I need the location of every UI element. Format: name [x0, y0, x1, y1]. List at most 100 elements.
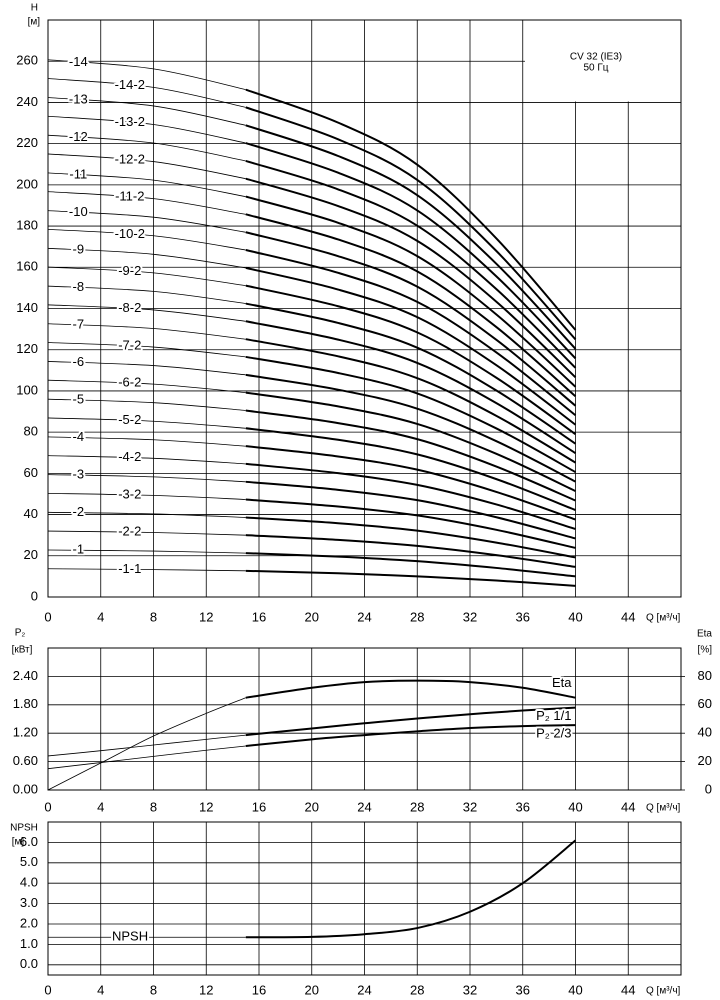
x-tick-label: 44: [621, 982, 635, 997]
x-tick-label: 0: [44, 609, 51, 624]
curve-label: -1: [73, 542, 85, 557]
x-tick-label: 24: [357, 982, 371, 997]
x-tick-label: 32: [463, 982, 477, 997]
curve-thin: [47, 511, 246, 518]
curve-thin: [47, 323, 246, 340]
y-tick-label: 6.0: [20, 834, 38, 849]
curve-label: -11-2: [115, 189, 144, 204]
curve-thick: [245, 88, 577, 331]
curve-thick: [245, 195, 577, 388]
curve-thin: [47, 191, 246, 215]
curve-thick: [245, 231, 577, 407]
curve-label: -4-2: [118, 449, 141, 464]
y-tick-label: 220: [16, 135, 38, 150]
curve-thin: [47, 172, 246, 197]
curve-label: -5: [73, 392, 85, 407]
y-tick-label: 240: [16, 94, 38, 109]
curve-label: -14: [69, 54, 88, 69]
y-axis-unit: [м]: [12, 837, 25, 848]
curve-thick: [245, 498, 576, 549]
y2-tick-label: 60: [698, 696, 712, 711]
curve-thick: [245, 124, 577, 350]
y-tick-label: 40: [24, 506, 38, 521]
x-tick-label: 0: [44, 799, 51, 814]
curve-thin: [47, 530, 246, 536]
curve-label: -3: [73, 467, 85, 482]
x-tick-label: 40: [568, 609, 582, 624]
x-tick-label: 4: [97, 609, 104, 624]
x-axis-label: Q [м³/ч]: [646, 803, 681, 814]
curve-thin: [47, 78, 246, 108]
y-tick-label: 2.0: [20, 915, 38, 930]
curve-label: P₂ 2/3: [536, 726, 571, 741]
curve-label: -10-2: [115, 226, 145, 241]
curve-label: -9-2: [118, 263, 141, 278]
y2-tick-label: 80: [698, 668, 712, 683]
curve-thick: [245, 142, 577, 360]
curve-label: -6-2: [118, 375, 141, 390]
curve-thin: [47, 247, 246, 269]
y-tick-label: 3.0: [20, 895, 38, 910]
curve-label: -11: [69, 166, 87, 181]
curve-thin: [47, 745, 246, 770]
curve-thin: [47, 97, 246, 126]
curve-label: -4: [73, 429, 85, 444]
y-tick-label: 60: [24, 465, 38, 480]
curve-thick: [245, 706, 576, 737]
y-tick-label: 0.0: [20, 956, 38, 971]
curve-thin: [47, 568, 246, 572]
x-tick-label: 16: [252, 982, 266, 997]
y-axis-label: NPSH: [10, 823, 38, 834]
curve-thin: [47, 436, 246, 447]
curve-thin: [47, 417, 246, 429]
curve-thin: [47, 474, 246, 483]
x-tick-label: 28: [410, 982, 424, 997]
curve-label: NPSH: [112, 929, 148, 944]
curve-thin: [47, 361, 246, 376]
x-tick-label: 44: [621, 609, 635, 624]
y-tick-label: 160: [16, 259, 38, 274]
y-axis-unit: [кВт]: [12, 645, 33, 656]
y2-axis-unit: [%]: [698, 645, 713, 656]
y-tick-label: 1.0: [20, 936, 38, 951]
x-tick-label: 12: [199, 982, 213, 997]
y-tick-label: 1.20: [13, 725, 38, 740]
curve-label: -8-2: [118, 300, 141, 315]
y-tick-label: 140: [16, 300, 38, 315]
x-tick-label: 36: [516, 609, 530, 624]
x-tick-label: 4: [97, 799, 104, 814]
x-tick-label: 4: [97, 982, 104, 997]
x-tick-label: 8: [150, 609, 157, 624]
curve-label: P₂ 1/1: [536, 708, 571, 723]
curve-label: -3-2: [118, 486, 141, 501]
y-tick-label: 100: [16, 382, 38, 397]
x-tick-label: 20: [305, 799, 319, 814]
curve-label: -14-2: [115, 77, 145, 92]
y-tick-label: 260: [16, 53, 38, 68]
y-tick-label: 0: [31, 588, 38, 603]
y2-tick-label: 40: [698, 725, 712, 740]
y-tick-label: 180: [16, 218, 38, 233]
curve-thin: [47, 455, 246, 465]
curve-thick: [245, 391, 576, 492]
y-axis-label: H: [31, 3, 38, 14]
x-tick-label: 8: [150, 799, 157, 814]
curve-thick: [245, 320, 577, 455]
y-tick-label: 4.0: [20, 875, 38, 890]
x-axis-label: Q [м³/ч]: [646, 986, 681, 997]
curve-label: -8: [73, 279, 85, 294]
x-tick-label: 32: [463, 609, 477, 624]
curve-thick: [245, 839, 577, 939]
x-tick-label: 16: [252, 799, 266, 814]
x-tick-label: 24: [357, 799, 371, 814]
curve-thin: [47, 398, 246, 411]
curve-thin: [47, 210, 246, 233]
curve-thin: [47, 549, 246, 554]
curve-label: -6: [73, 354, 85, 369]
x-tick-label: 8: [150, 982, 157, 997]
curve-thick: [245, 534, 576, 568]
x-tick-label: 12: [199, 609, 213, 624]
curve-thick: [245, 302, 577, 445]
x-tick-label: 0: [44, 982, 51, 997]
curve-thick: [245, 266, 577, 426]
